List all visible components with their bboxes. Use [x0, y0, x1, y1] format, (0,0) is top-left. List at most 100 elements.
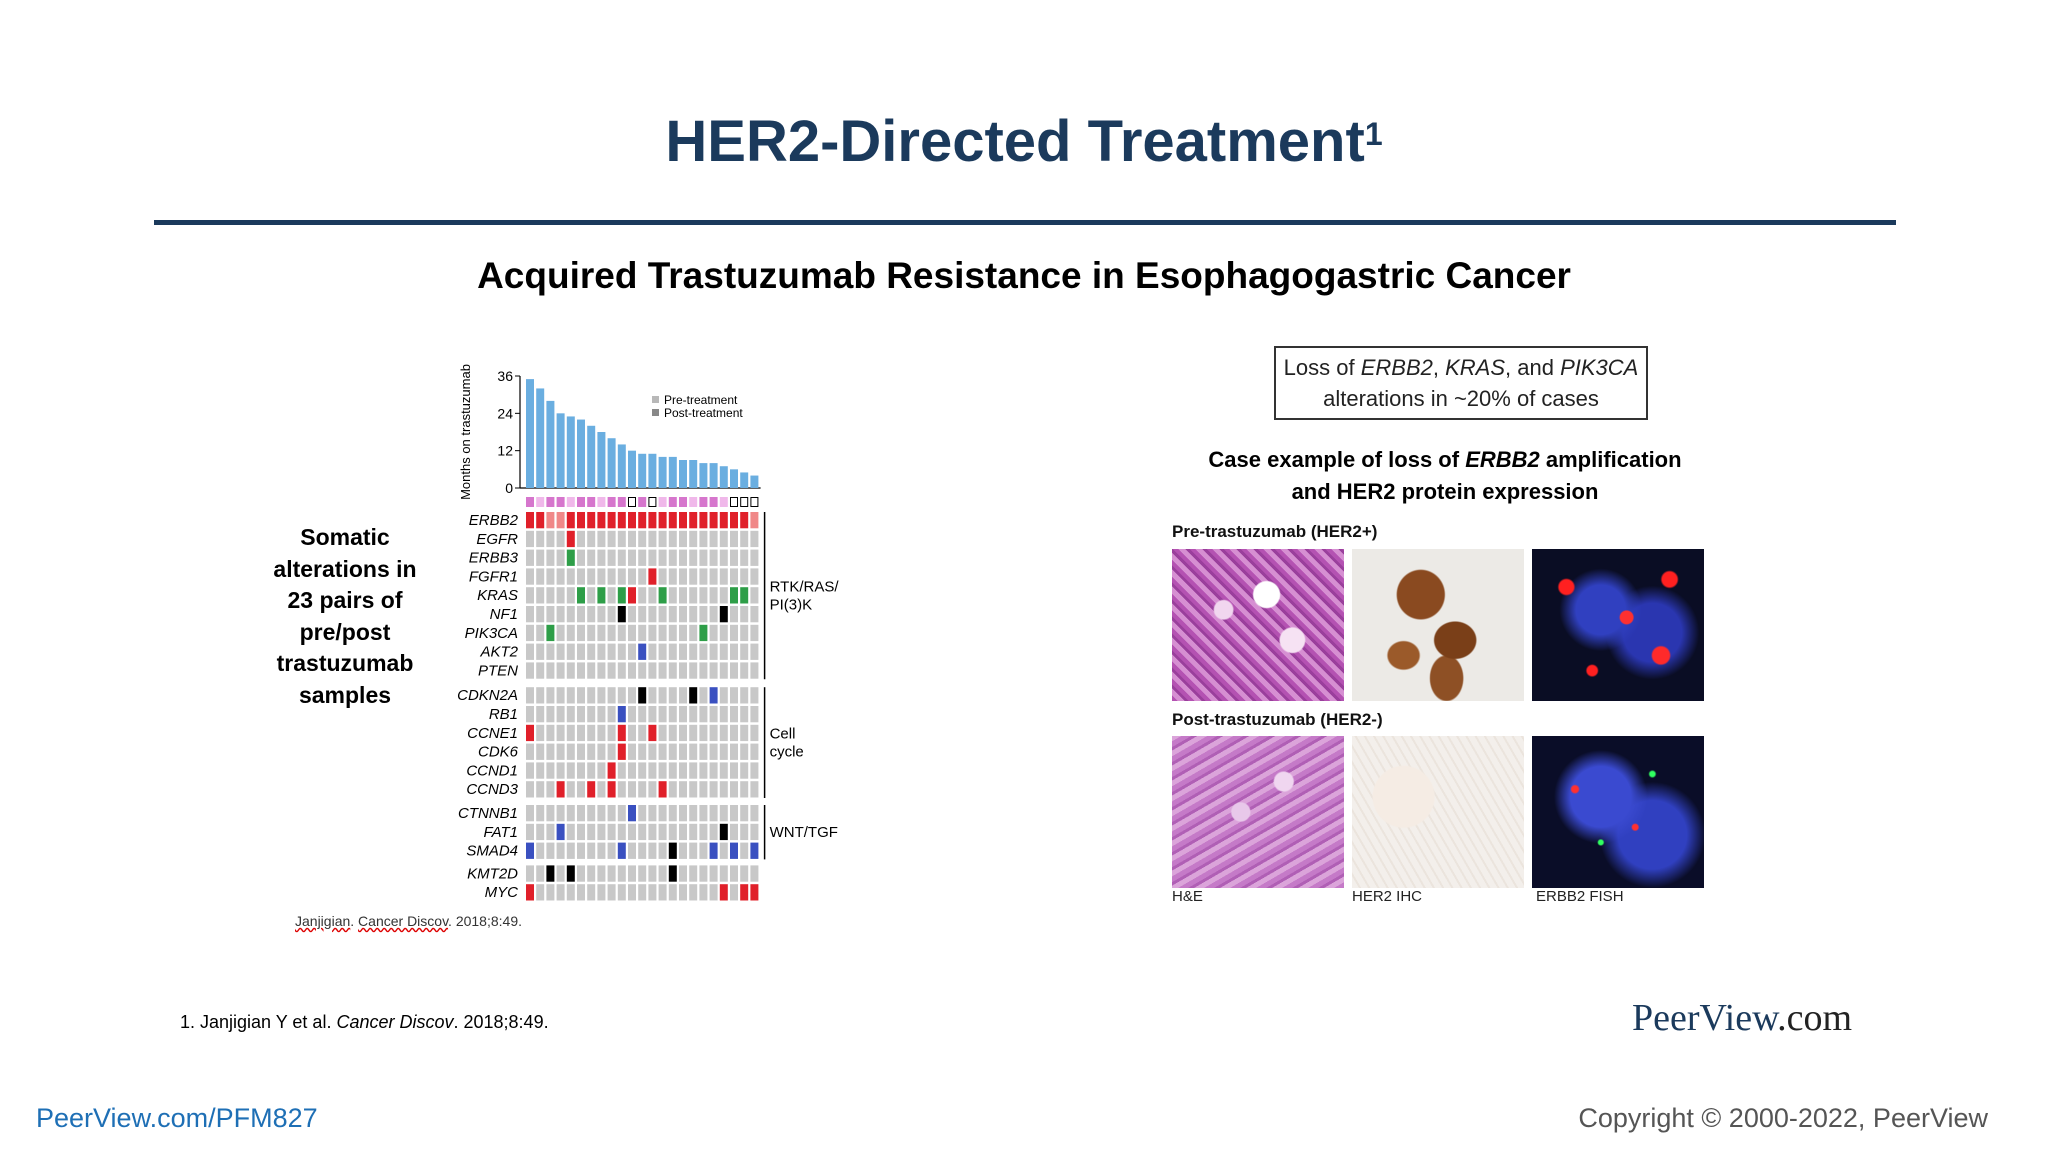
alteration-cell: [658, 724, 667, 742]
alteration-cell: [628, 624, 636, 642]
alteration-cell: [526, 706, 534, 723]
alteration-cell: [719, 706, 728, 723]
alteration-cell: [587, 512, 596, 529]
alteration-cell: [679, 530, 687, 548]
gene-label-akt2: AKT2: [479, 644, 518, 661]
alteration-cell: [556, 884, 565, 901]
alteration-cell: [679, 842, 687, 859]
pair-marker: [587, 497, 596, 507]
alteration-cell: [648, 865, 657, 882]
bar: [617, 444, 626, 488]
alteration-cell: [526, 568, 534, 585]
alteration-cell: [577, 549, 585, 566]
alteration-cell: [628, 530, 636, 548]
case-line-1: Case example of loss of ERBB2 amplificat…: [1150, 444, 1740, 476]
alteration-cell: [607, 805, 616, 822]
alteration-cell: [617, 662, 626, 679]
alteration-cell: [668, 512, 677, 529]
alteration-cell: [709, 724, 718, 742]
alteration-cell: [577, 805, 585, 822]
alteration-cell: [556, 530, 565, 548]
alteration-cell: [750, 884, 759, 901]
alteration-cell: [597, 724, 606, 742]
alteration-cell: [638, 884, 647, 901]
alteration-cell: [628, 762, 636, 779]
alteration-cell: [617, 805, 626, 822]
y-tick-label: 24: [497, 405, 513, 421]
alteration-cell: [546, 606, 555, 623]
alteration-cell: [689, 530, 698, 548]
alteration-cell: [607, 549, 616, 566]
alteration-cell: [699, 512, 708, 529]
alteration-cell: [638, 568, 647, 585]
alteration-cell: [566, 587, 575, 604]
alteration-cell: [628, 865, 636, 882]
alteration-cell: [638, 805, 647, 822]
alteration-cell: [566, 549, 575, 566]
alteration-cell: [587, 530, 596, 548]
alteration-cell: [740, 724, 749, 742]
footnote: 1. Janjigian Y et al. Cancer Discov. 201…: [180, 1012, 549, 1033]
alteration-cell: [679, 781, 687, 798]
callout-line-1: Loss of ERBB2, KRAS, and PIK3CA: [1276, 352, 1646, 383]
alteration-cell: [658, 549, 667, 566]
y-tick-label: 12: [497, 443, 513, 459]
alteration-cell: [556, 606, 565, 623]
alteration-cell: [750, 530, 759, 548]
alteration-cell: [740, 587, 749, 604]
alteration-cell: [658, 842, 667, 859]
alteration-cell: [587, 743, 596, 760]
pre-fish-image: [1532, 549, 1704, 701]
alteration-cell: [719, 805, 728, 822]
alteration-cell: [526, 762, 534, 779]
alteration-cell: [648, 823, 657, 841]
footer-url-link[interactable]: PeerView.com/PFM827: [36, 1103, 318, 1133]
gene-label-kras: KRAS: [477, 587, 518, 604]
alteration-cell: [750, 823, 759, 841]
caption-fish: ERBB2 FISH: [1536, 888, 1624, 905]
alteration-cell: [536, 743, 545, 760]
alteration-cell: [566, 842, 575, 859]
case-text: Case example of loss of: [1208, 447, 1466, 472]
alteration-cell: [648, 643, 657, 660]
alteration-cell: [730, 587, 738, 604]
alteration-cell: [658, 662, 667, 679]
alteration-cell: [668, 549, 677, 566]
alteration-cell: [556, 512, 565, 529]
alteration-cell: [536, 512, 545, 529]
alteration-cell: [617, 643, 626, 660]
gene-label-fgfr1: FGFR1: [469, 568, 518, 585]
alteration-cell: [679, 687, 687, 704]
alteration-cell: [536, 643, 545, 660]
alteration-cell: [577, 530, 585, 548]
alteration-cell: [617, 706, 626, 723]
alteration-cell: [709, 823, 718, 841]
alteration-cell: [556, 805, 565, 822]
alteration-cell: [638, 865, 647, 882]
alteration-cell: [587, 781, 596, 798]
alteration-cell: [566, 884, 575, 901]
alteration-cell: [566, 781, 575, 798]
bar: [546, 400, 555, 488]
alteration-cell: [597, 587, 606, 604]
alteration-cell: [750, 587, 759, 604]
alteration-cell: [526, 823, 534, 841]
alteration-cell: [679, 743, 687, 760]
alteration-cell: [719, 643, 728, 660]
alteration-cell: [546, 624, 555, 642]
alteration-cell: [689, 687, 698, 704]
alteration-cell: [750, 743, 759, 760]
alteration-cell: [587, 606, 596, 623]
alteration-cell: [740, 706, 749, 723]
alteration-cell: [668, 706, 677, 723]
alteration-cell: [577, 624, 585, 642]
alteration-cell: [740, 781, 749, 798]
alteration-cell: [740, 743, 749, 760]
alteration-cell: [628, 606, 636, 623]
alteration-cell: [679, 865, 687, 882]
alteration-cell: [699, 724, 708, 742]
alteration-cell: [699, 568, 708, 585]
alteration-cell: [648, 568, 657, 585]
alteration-cell: [577, 587, 585, 604]
bar: [566, 416, 575, 488]
